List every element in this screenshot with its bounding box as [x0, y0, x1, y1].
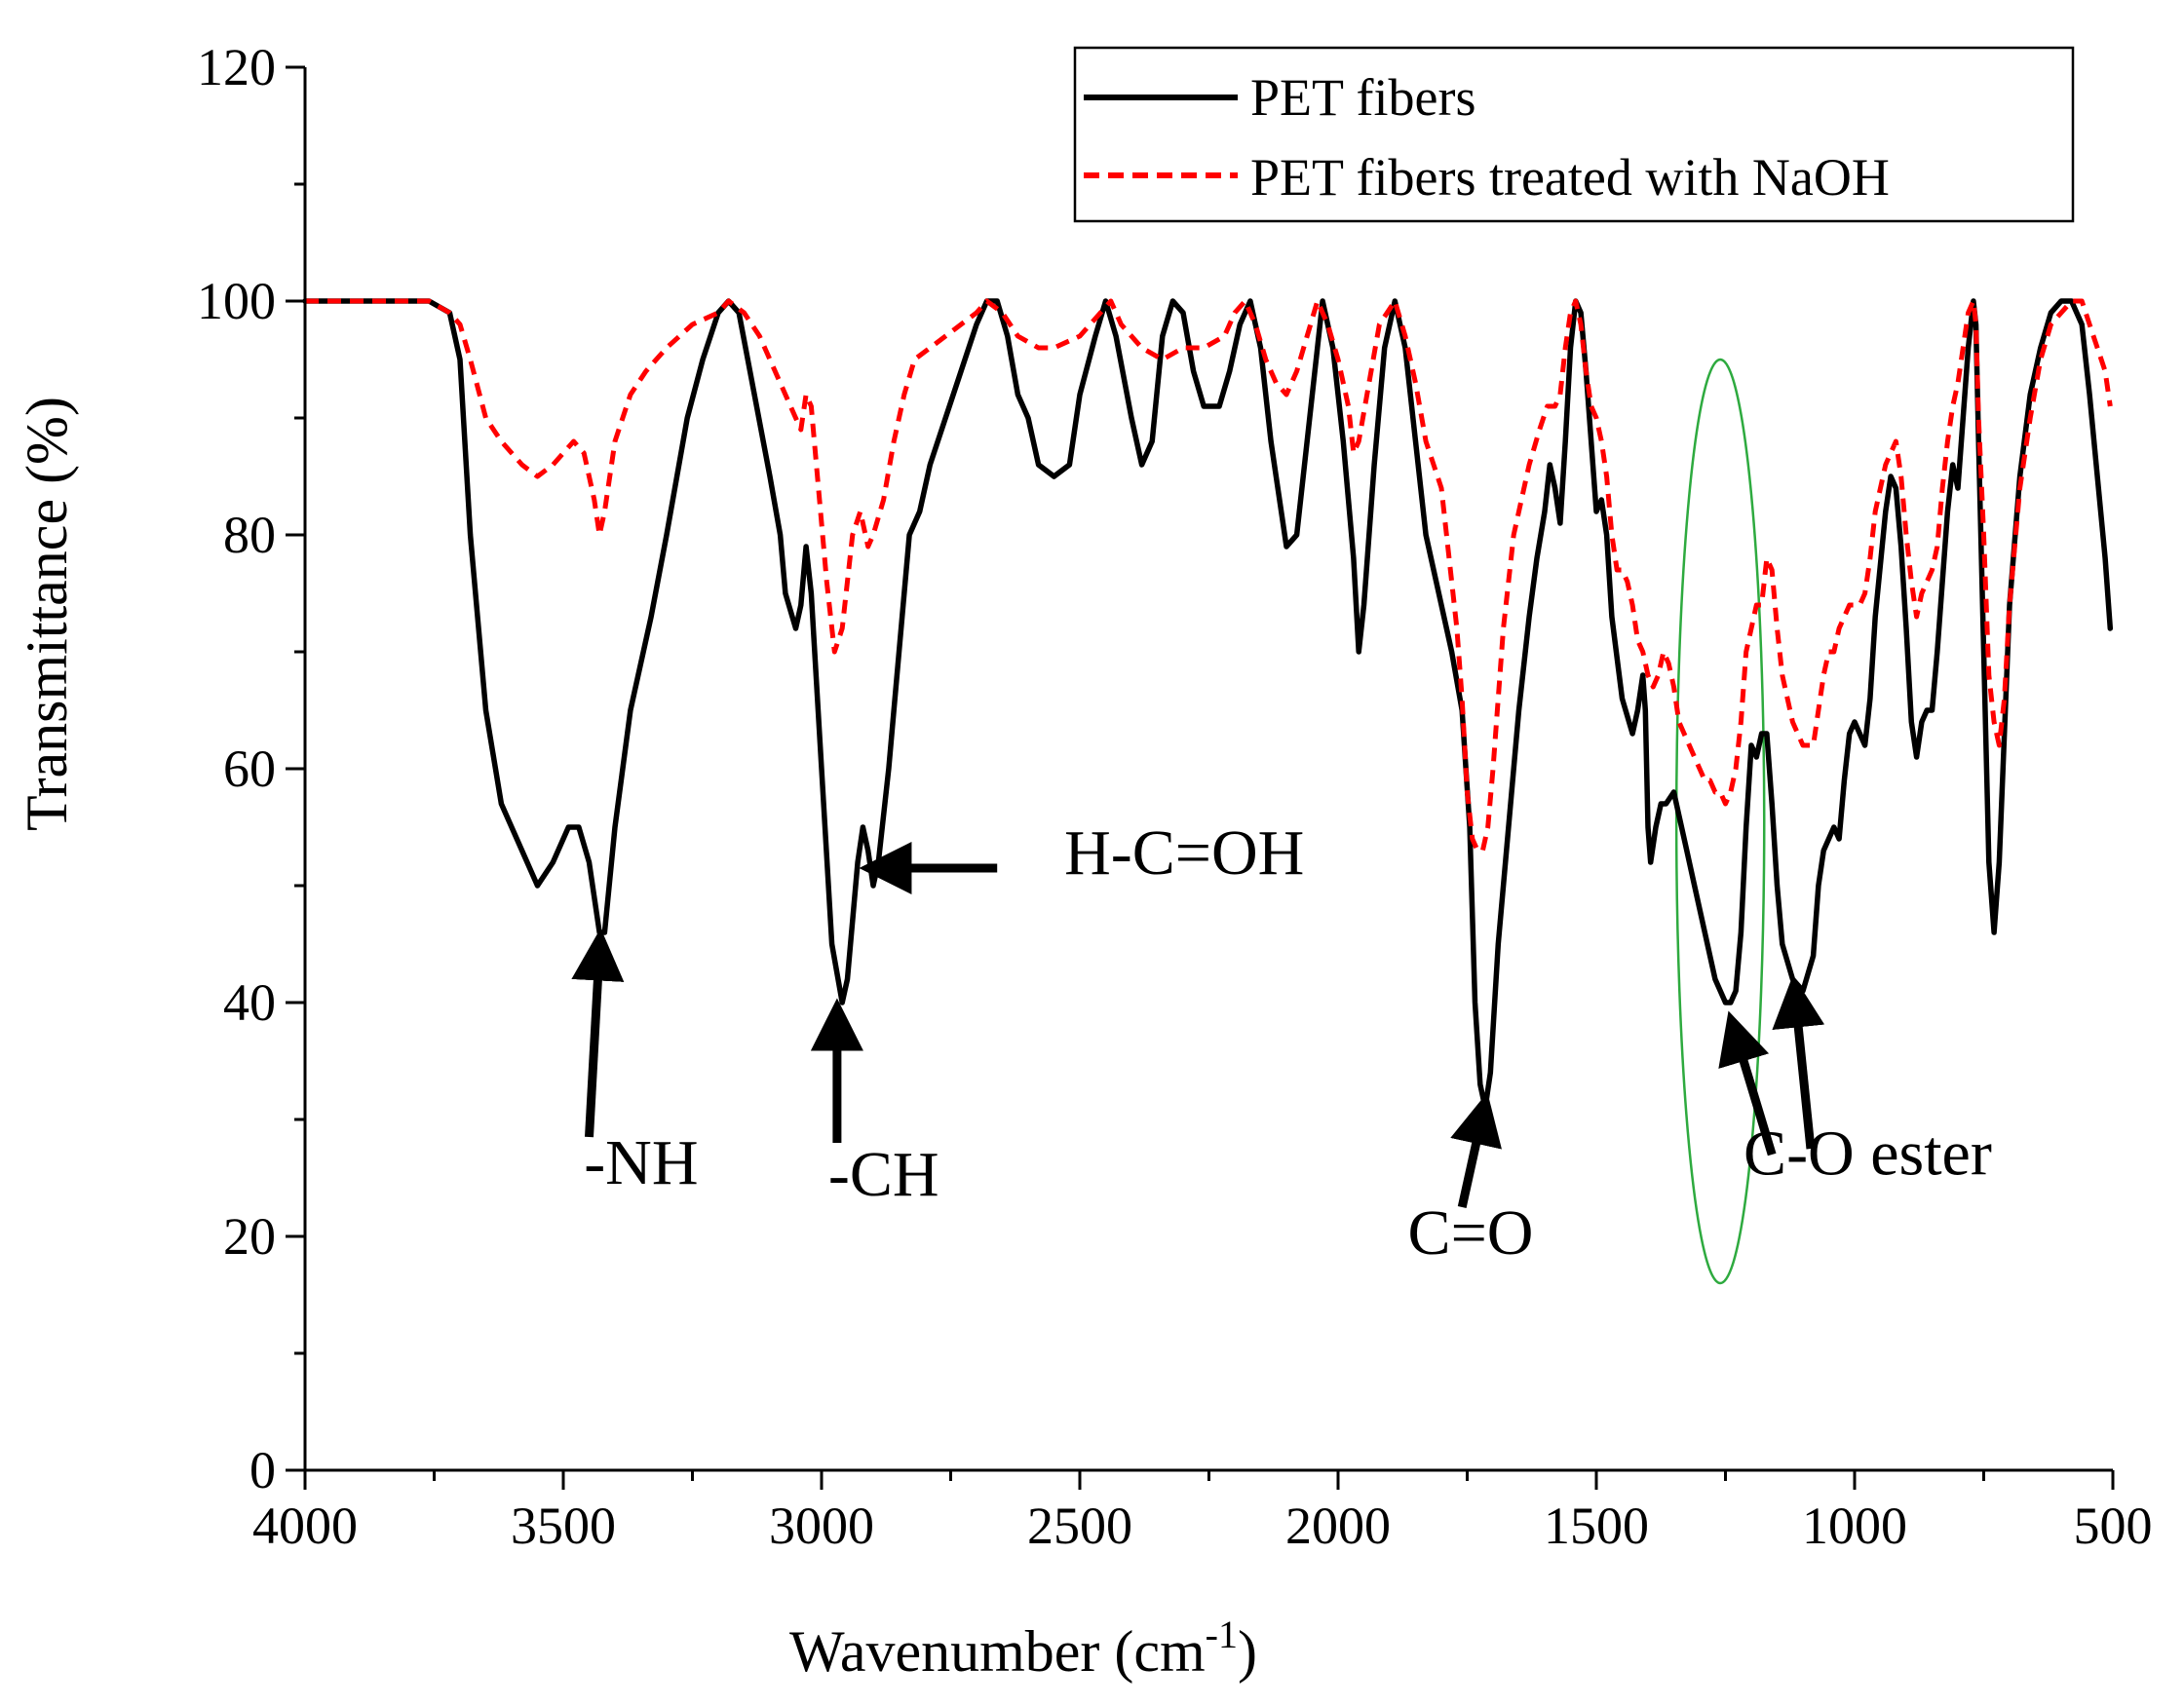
- x-axis-title-end: ): [1238, 1619, 1257, 1684]
- highlight-layer: [1674, 358, 1766, 1285]
- plot-frame: [303, 67, 2113, 1472]
- annotation-label-c-o-ester: C-O ester: [1743, 1118, 1992, 1189]
- annotation-label-h-c-oh: H-C=OH: [1064, 817, 1304, 889]
- x-axis-title-superscript: -1: [1206, 1612, 1238, 1656]
- annotation-arrow: [1450, 1092, 1502, 1208]
- annotation-arrow: [1772, 974, 1825, 1150]
- x-tick-label: 4000: [252, 1497, 358, 1555]
- x-tick-label: 2000: [1285, 1497, 1391, 1555]
- x-axis-title: Wavenumber (cm-1): [789, 1612, 1257, 1684]
- x-tick-label: 3000: [769, 1497, 874, 1555]
- y-tick-label: 60: [223, 739, 276, 798]
- series-line-pet-fibers: [302, 298, 2114, 1111]
- annotation-arrow: [1718, 1010, 1777, 1156]
- y-tick-label: 0: [249, 1441, 276, 1499]
- annotation-arrow: [571, 928, 625, 1138]
- x-axis-title-main: Wavenumber (cm: [789, 1619, 1206, 1684]
- y-tick-label: 100: [197, 272, 276, 330]
- y-tick-label: 120: [197, 38, 276, 96]
- annotation-label-nh: -NH: [584, 1127, 698, 1198]
- series-layer: [302, 298, 2114, 1111]
- annotations: -NH -CH H-C=OH C=O C-O ester: [571, 817, 1992, 1269]
- y-axis: 0 20 40 60 80 100 120: [197, 38, 305, 1499]
- y-tick-label: 80: [223, 506, 276, 564]
- x-tick-label: 3500: [511, 1497, 616, 1555]
- x-tick-label: 1000: [1802, 1497, 1907, 1555]
- series-line-pet-fibers-treated-with-naoh: [305, 298, 2113, 853]
- y-axis-title: Transmittance (%): [15, 397, 79, 831]
- legend-label-pet-fibers: PET fibers: [1250, 68, 1475, 127]
- annotation-label-ch: -CH: [828, 1139, 939, 1210]
- x-axis: 4000 3500 3000 2500 2000 1500 1000 500: [252, 1470, 2153, 1555]
- y-tick-label: 40: [223, 973, 276, 1032]
- highlight-ellipse: [1674, 358, 1766, 1285]
- legend: PET fibers PET fibers treated with NaOH: [1073, 46, 2075, 223]
- legend-label-pet-fibers-naoh: PET fibers treated with NaOH: [1250, 148, 1890, 207]
- x-tick-label: 2500: [1027, 1497, 1132, 1555]
- x-tick-label: 1500: [1544, 1497, 1649, 1555]
- x-tick-label: 500: [2074, 1497, 2153, 1555]
- annotation-label-c-o: C=O: [1408, 1197, 1534, 1269]
- y-tick-label: 20: [223, 1207, 276, 1266]
- legend-box: [1073, 46, 2075, 223]
